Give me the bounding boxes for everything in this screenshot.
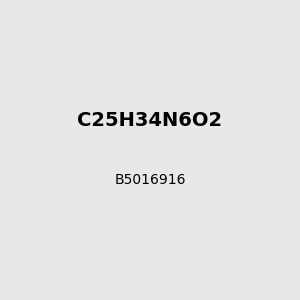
Text: B5016916: B5016916	[114, 173, 186, 187]
Text: C25H34N6O2: C25H34N6O2	[77, 110, 223, 130]
